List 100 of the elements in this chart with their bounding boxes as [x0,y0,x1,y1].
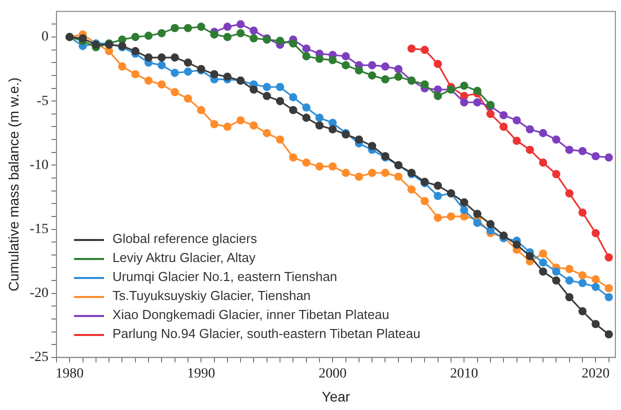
point [381,62,390,71]
point [512,116,521,124]
point [223,72,232,81]
legend-label: Parlung No.94 Glacier, south-eastern Tibetan Plateau [112,326,420,342]
point [434,92,442,100]
point [210,70,218,78]
point [368,142,376,150]
point [302,103,310,112]
point [578,146,587,156]
x-tick-label: 2020 [582,366,610,382]
point [328,56,337,64]
legend-label: Global reference glaciers [112,231,257,246]
point [170,68,179,78]
point [158,61,166,70]
point [604,284,613,292]
y-tick-label: -20 [30,286,48,301]
point [354,172,364,181]
point [420,80,429,89]
point [381,168,390,177]
point [262,82,271,92]
point [170,24,179,32]
point [328,162,337,171]
legend-label: Leviy Aktru Glacier, Altay [112,250,256,266]
point [473,98,482,106]
point [473,218,482,227]
point [289,39,298,48]
point [197,106,206,114]
point [473,210,482,218]
point [552,170,560,178]
point [565,276,574,285]
point [565,146,574,154]
y-tick-label: -25 [30,350,48,366]
point [592,275,600,284]
point [210,30,218,39]
point [538,250,548,258]
point [342,168,350,177]
point [144,76,153,85]
y-tick-label: -15 [30,222,48,237]
point [197,22,206,31]
point [538,158,548,167]
point [552,276,560,285]
point [381,75,390,84]
point [262,92,271,100]
point [158,53,166,62]
point [434,60,442,68]
point [210,120,218,128]
point [250,26,258,35]
point [592,282,600,292]
point [328,118,337,127]
point [250,34,258,42]
point [236,20,245,28]
point [434,182,442,190]
point [526,125,534,134]
point [552,267,560,276]
point [276,82,284,92]
point [512,240,521,249]
point [552,135,560,144]
point [131,32,140,42]
point [315,114,324,122]
point [526,146,534,154]
point [250,121,258,130]
point [328,125,337,134]
point [236,29,245,38]
point [407,185,416,194]
point [276,36,284,45]
x-tick-label: 2000 [318,366,347,382]
point [158,80,166,89]
point [460,98,468,106]
point [578,278,587,288]
point [184,68,192,76]
point [538,267,548,276]
point [354,135,364,144]
point [473,86,482,95]
point [302,158,310,167]
point [565,293,574,302]
point [592,228,600,238]
point [420,196,429,206]
point [512,136,521,145]
point [368,168,376,177]
point [342,61,350,70]
point [394,172,402,181]
point [592,320,600,328]
point [223,122,232,131]
point [315,162,324,171]
point [460,212,468,221]
point [565,264,574,274]
legend-label: Xiao Dongkemadi Glacier, inner Tibetan Plateau [112,307,390,322]
point [407,44,416,53]
point [289,153,298,162]
point [184,94,192,103]
point [118,35,126,44]
point [144,53,153,62]
point [446,212,456,221]
point [578,208,587,217]
point [604,330,613,338]
point [289,93,298,102]
point [394,64,402,74]
point [302,114,310,122]
point [486,220,495,228]
point [368,61,376,70]
